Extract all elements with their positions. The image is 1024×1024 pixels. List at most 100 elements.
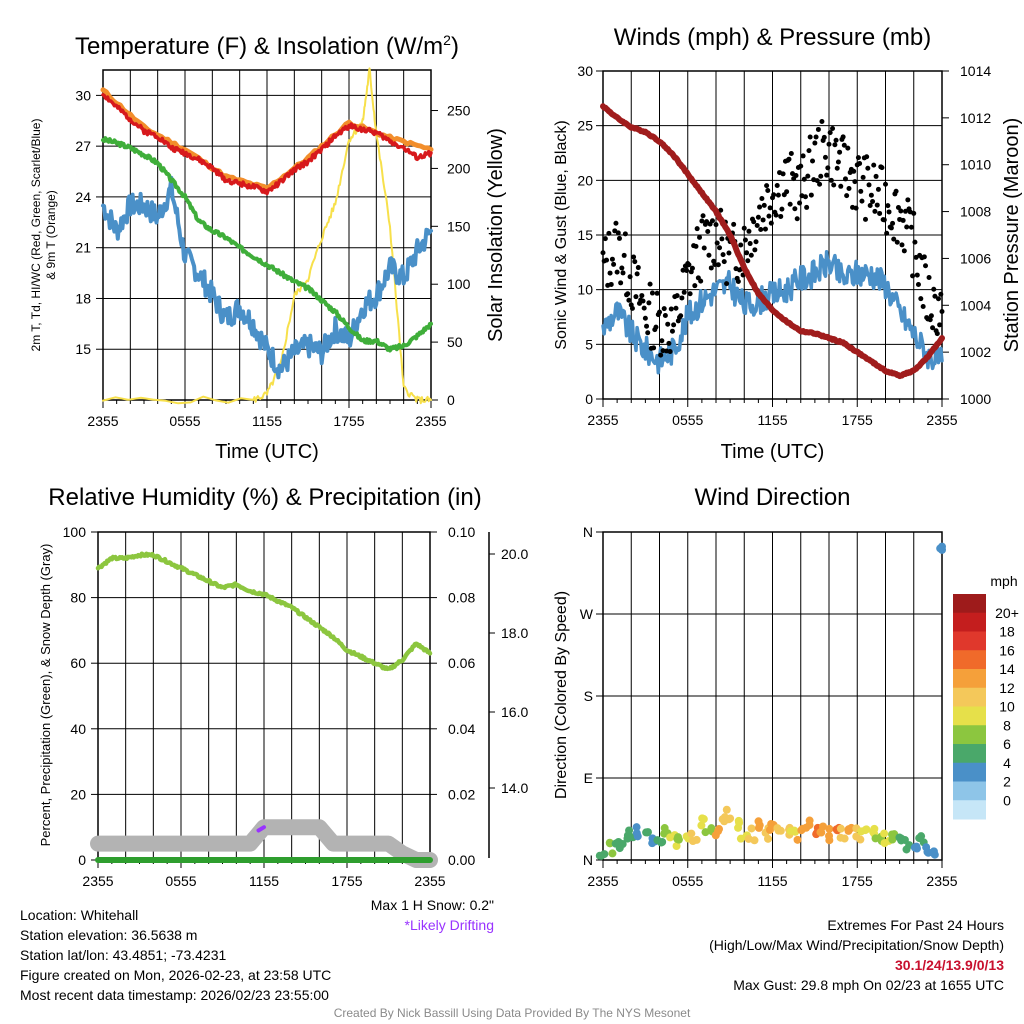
gust-point — [718, 207, 724, 213]
gust-point — [908, 224, 914, 230]
gust-point — [911, 210, 917, 216]
gust-point — [837, 149, 843, 155]
wind-direction-point — [744, 834, 753, 843]
gust-point — [774, 182, 780, 188]
gust-point — [665, 321, 671, 327]
gust-point — [894, 239, 900, 245]
gust-point — [932, 293, 938, 299]
wind-direction-point — [817, 828, 826, 837]
y-axis-label-line2: & 9m T (Orange) — [44, 190, 58, 280]
wind-direction-point — [747, 824, 756, 833]
gust-point — [741, 225, 747, 231]
gust-point — [668, 306, 674, 312]
gust-point — [874, 202, 880, 208]
gust-point — [779, 206, 785, 212]
y-tick-label: 21 — [75, 240, 91, 256]
gust-point — [891, 236, 897, 242]
gust-point — [794, 216, 800, 222]
gust-point — [679, 295, 685, 301]
gust-point — [760, 217, 766, 223]
gust-point — [714, 240, 720, 246]
colorbar-label: 6 — [1003, 736, 1011, 752]
gust-point — [801, 176, 807, 182]
gust-point — [865, 165, 871, 171]
chart-title: Temperature (F) & Insolation (W/m2) — [75, 32, 459, 60]
gust-point — [792, 206, 798, 212]
station-location: Location: Whitehall — [20, 907, 139, 923]
gust-point — [883, 181, 888, 187]
gust-point — [817, 181, 823, 187]
gust-point — [787, 201, 793, 207]
y-tick-label: 100 — [63, 524, 87, 540]
gust-point — [775, 192, 781, 198]
gust-point — [701, 245, 707, 251]
y-tick-label: 30 — [75, 87, 91, 103]
gust-point — [657, 309, 662, 315]
wind-direction-point — [862, 825, 871, 834]
extremes-header: Extremes For Past 24 Hours — [827, 917, 1004, 933]
gust-point — [613, 220, 619, 226]
wind-direction-point — [836, 824, 845, 833]
gust-point — [864, 154, 870, 160]
gust-point — [862, 216, 868, 222]
y-tick-label: S — [584, 688, 593, 704]
gust-point — [647, 281, 653, 287]
gust-point — [757, 204, 763, 210]
station-pressure-line — [600, 103, 945, 380]
gust-point — [689, 265, 695, 271]
gust-point — [616, 235, 622, 241]
y2-tick-label: 1008 — [960, 204, 991, 220]
wind-direction-point — [765, 825, 774, 834]
wind-direction-point — [825, 836, 834, 845]
gust-point — [827, 130, 833, 136]
x-tick-label: 2355 — [926, 873, 957, 889]
gust-point — [905, 197, 911, 203]
wind-direction-point — [755, 821, 764, 830]
gust-point — [662, 313, 668, 319]
gust-point — [635, 265, 641, 271]
gust-point — [825, 165, 831, 171]
gust-point — [808, 192, 814, 198]
gust-point — [699, 218, 705, 224]
y-axis-label: Direction (Colored By Speed) — [553, 591, 570, 799]
gust-point — [859, 198, 865, 204]
gust-point — [860, 174, 866, 180]
x-tick-label: 2355 — [82, 873, 113, 889]
wind-direction-point — [912, 842, 921, 851]
colorbar-swatch — [953, 650, 986, 670]
gust-point — [877, 210, 883, 216]
gust-point — [654, 290, 660, 296]
gust-point — [692, 283, 698, 289]
wind-direction-point — [852, 832, 861, 841]
gust-point — [871, 162, 877, 168]
gust-point — [620, 270, 626, 276]
gust-point — [926, 275, 932, 281]
gust-point — [758, 226, 764, 232]
gust-point — [858, 188, 864, 194]
solar-insolation-line — [102, 67, 432, 405]
y2-tick-label: 1010 — [960, 157, 991, 173]
colorbar-swatch — [953, 631, 986, 651]
wind-direction-point — [658, 838, 667, 847]
y-tick-label: 60 — [70, 655, 86, 671]
gust-point — [890, 220, 896, 226]
gust-point — [851, 168, 857, 174]
y2-tick-label: 50 — [447, 334, 463, 350]
gust-point — [627, 274, 633, 280]
gust-point — [731, 221, 737, 227]
sonic-wind-line — [601, 249, 944, 375]
y2-tick-label: 1004 — [960, 297, 991, 313]
y-tick-label: 15 — [577, 227, 593, 243]
gust-point — [640, 298, 646, 304]
gust-point — [755, 214, 761, 220]
gust-point — [744, 250, 750, 256]
gust-point — [661, 306, 667, 312]
gust-point — [931, 286, 937, 292]
gust-point — [832, 142, 838, 148]
colorbar-label: 20+ — [995, 605, 1019, 621]
gust-point — [822, 154, 828, 160]
gust-point — [857, 161, 863, 167]
wind-direction-point — [786, 827, 795, 836]
wind-direction-point — [643, 828, 652, 837]
gust-point — [698, 278, 704, 284]
